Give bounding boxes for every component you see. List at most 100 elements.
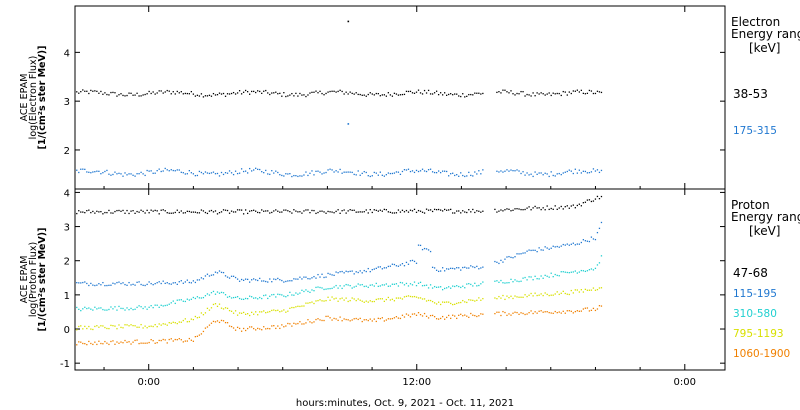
data-point — [542, 93, 544, 95]
data-point — [409, 295, 412, 298]
data-point — [154, 283, 156, 285]
data-point — [592, 200, 595, 202]
data-point — [365, 300, 367, 302]
data-point — [502, 171, 504, 173]
data-point — [136, 326, 138, 328]
data-point — [512, 281, 514, 283]
data-point — [329, 299, 331, 301]
data-point — [142, 327, 144, 329]
outlier-point — [347, 123, 350, 125]
data-point — [158, 90, 160, 92]
data-point — [236, 326, 239, 329]
data-point — [403, 296, 406, 298]
data-point — [514, 279, 516, 281]
data-point — [261, 92, 263, 94]
data-point — [234, 276, 237, 279]
data-point — [222, 292, 225, 294]
data-point — [349, 299, 351, 302]
data-point — [345, 270, 347, 272]
data-point — [202, 314, 205, 316]
data-point — [309, 92, 311, 94]
data-point — [289, 307, 291, 309]
data-point — [160, 282, 162, 285]
data-point — [152, 340, 154, 342]
data-point — [214, 210, 217, 212]
data-point — [297, 305, 299, 307]
data-point — [196, 94, 199, 96]
data-point — [267, 281, 269, 283]
data-point — [114, 306, 116, 308]
data-point — [249, 326, 251, 328]
data-point — [530, 292, 532, 295]
data-point — [118, 342, 120, 344]
data-point — [202, 210, 205, 212]
data-point — [564, 244, 566, 246]
data-point — [411, 259, 414, 262]
data-point — [331, 169, 333, 171]
data-point — [409, 283, 412, 285]
data-point — [339, 298, 341, 300]
data-point — [572, 271, 574, 273]
data-point — [474, 211, 476, 214]
data-point — [421, 211, 424, 213]
data-point — [232, 327, 235, 329]
data-point — [186, 321, 188, 323]
data-point — [180, 280, 182, 282]
data-point — [295, 292, 297, 294]
data-point — [482, 266, 484, 268]
data-point — [132, 283, 134, 286]
data-point — [468, 316, 470, 319]
outlier-point — [347, 20, 350, 23]
data-point — [446, 170, 448, 173]
data-point — [341, 270, 343, 273]
data-point — [462, 299, 464, 302]
data-point — [249, 314, 251, 317]
data-point — [456, 210, 458, 212]
data-point — [265, 294, 267, 296]
data-point — [409, 170, 412, 173]
data-point — [391, 283, 394, 285]
data-point — [590, 236, 593, 238]
data-point — [365, 95, 367, 97]
data-point — [100, 307, 102, 309]
data-point — [448, 301, 450, 303]
data-point — [544, 274, 546, 277]
data-point — [427, 169, 430, 171]
data-point — [204, 312, 207, 314]
data-point — [86, 209, 88, 212]
data-point — [170, 322, 172, 324]
data-point — [102, 281, 104, 284]
data-point — [540, 249, 542, 251]
data-point — [349, 171, 351, 173]
data-point — [562, 90, 564, 93]
data-point — [333, 317, 335, 320]
data-point — [188, 281, 190, 284]
data-point — [345, 91, 347, 93]
data-point — [273, 172, 275, 174]
data-point — [307, 209, 309, 211]
data-point — [265, 312, 267, 314]
data-point — [114, 171, 116, 173]
legend-subtitle: Energy ranges — [731, 27, 800, 41]
data-point — [293, 306, 295, 309]
data-point — [224, 275, 227, 277]
data-point — [588, 240, 591, 243]
data-point — [190, 211, 193, 213]
data-point — [514, 295, 516, 297]
data-point — [283, 209, 285, 211]
data-point — [401, 93, 404, 96]
data-point — [454, 315, 456, 317]
data-point — [556, 274, 558, 277]
data-point — [335, 170, 337, 172]
data-point — [315, 318, 317, 321]
data-point — [138, 342, 140, 345]
data-point — [558, 172, 560, 175]
data-point — [582, 239, 585, 241]
data-point — [238, 327, 241, 330]
data-point — [216, 305, 219, 308]
data-point — [552, 208, 554, 210]
data-point — [152, 325, 154, 328]
data-point — [273, 293, 275, 296]
data-point — [377, 317, 379, 319]
